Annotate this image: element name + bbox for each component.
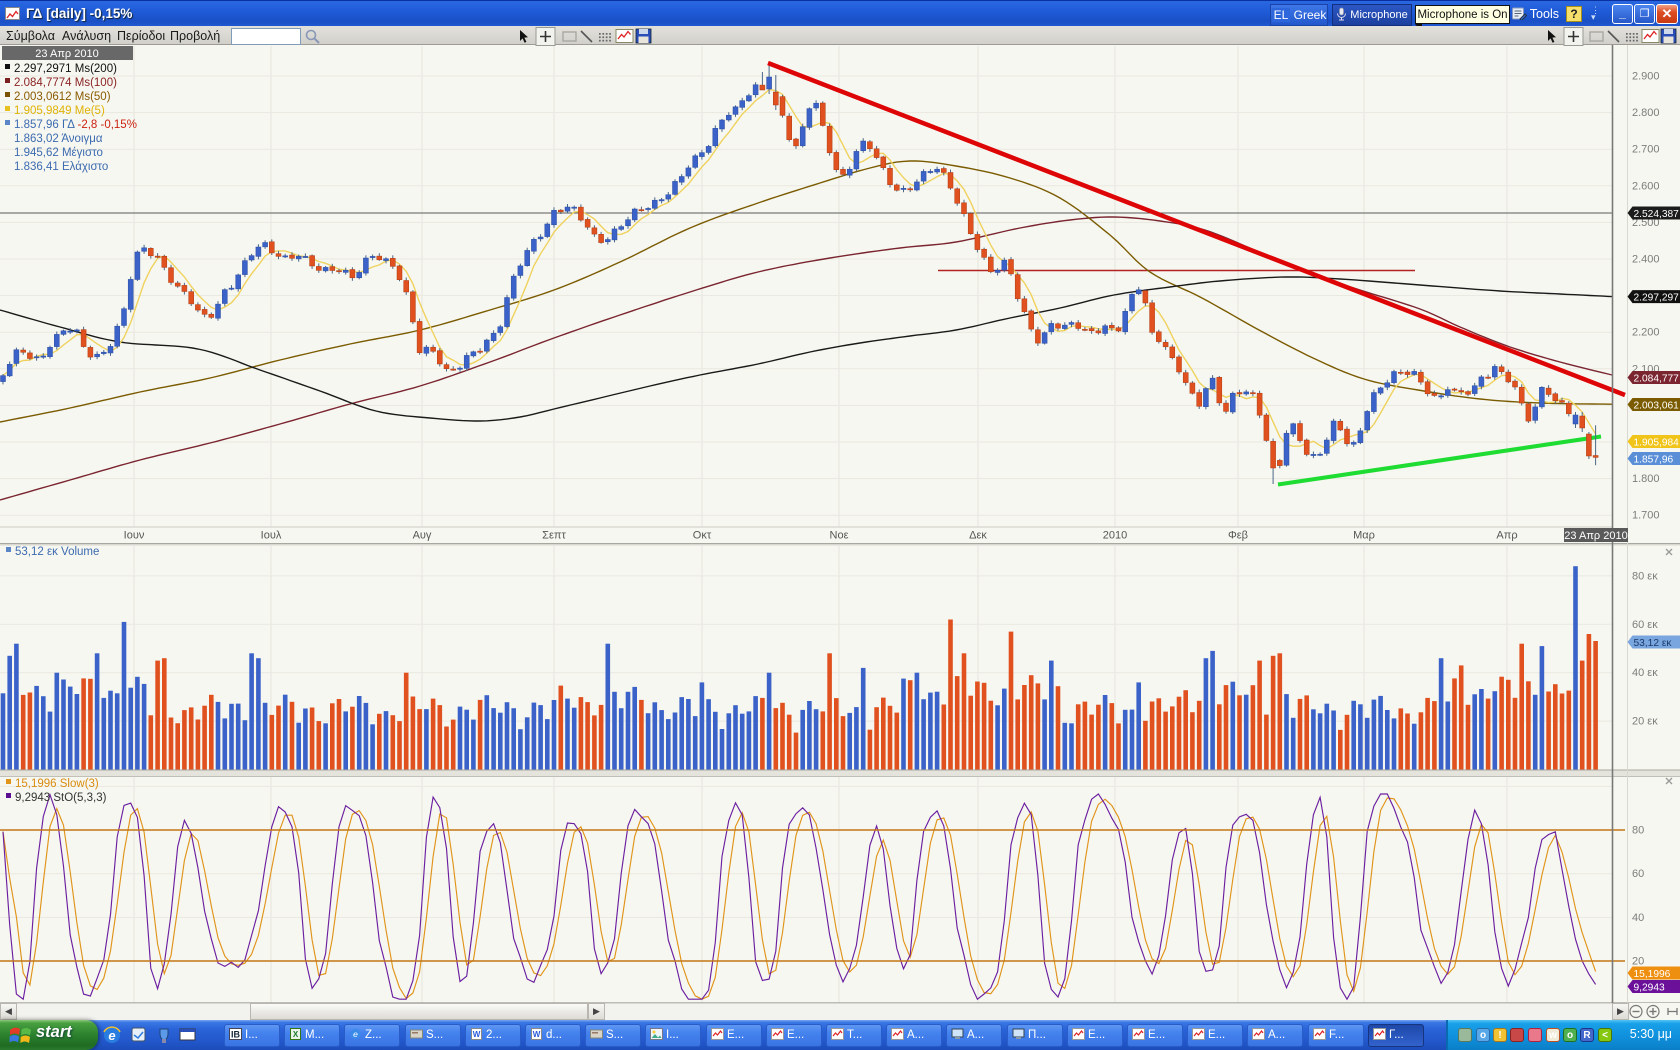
svg-text:e: e	[108, 1028, 115, 1043]
svg-text:1.905,984: 1.905,984	[1634, 437, 1680, 448]
svg-text:2.003,0612 Ms(50): 2.003,0612 Ms(50)	[14, 91, 111, 103]
svg-text:2010: 2010	[1103, 530, 1127, 542]
svg-text:Δεκ: Δεκ	[969, 530, 987, 542]
svg-text:80 εκ: 80 εκ	[1632, 570, 1658, 582]
svg-text:40: 40	[1632, 912, 1644, 924]
svg-text:2.084,7774 Ms(100): 2.084,7774 Ms(100)	[14, 77, 117, 89]
svg-text:2.297,297: 2.297,297	[1634, 292, 1680, 303]
svg-text:1.857,96 ΓΔ -2,8 -0,15%: 1.857,96 ΓΔ -2,8 -0,15%	[14, 119, 137, 131]
svg-text:Φεβ: Φεβ	[1228, 530, 1248, 542]
svg-text:2.084,777: 2.084,777	[1634, 373, 1680, 384]
svg-text:IB: IB	[231, 1030, 241, 1040]
svg-text:20: 20	[1632, 956, 1644, 968]
svg-text:9,2943: 9,2943	[1634, 982, 1665, 993]
svg-text:Αυγ: Αυγ	[413, 530, 432, 542]
svg-text:53,12 εκ Volume: 53,12 εκ Volume	[15, 546, 99, 558]
svg-text:Οκτ: Οκτ	[693, 530, 712, 542]
svg-text:23 Απρ 2010: 23 Απρ 2010	[1564, 530, 1627, 542]
svg-text:Μαρ: Μαρ	[1353, 530, 1375, 542]
svg-text:Σεπτ: Σεπτ	[542, 530, 566, 542]
svg-text:15,1996: 15,1996	[1634, 969, 1671, 980]
svg-text:Ιουλ: Ιουλ	[261, 530, 282, 542]
svg-text:53,12 εκ: 53,12 εκ	[1634, 638, 1673, 649]
svg-text:2.003,061: 2.003,061	[1634, 400, 1680, 411]
svg-text:Νοε: Νοε	[830, 530, 849, 542]
svg-text:60 εκ: 60 εκ	[1632, 619, 1658, 631]
svg-text:15,1996 Slow(3): 15,1996 Slow(3)	[15, 778, 99, 790]
svg-text:e: e	[353, 1029, 358, 1039]
svg-text:1.836,41 Ελάχιστο: 1.836,41 Ελάχιστο	[14, 161, 108, 173]
svg-text:2.500: 2.500	[1632, 217, 1660, 229]
svg-text:1.905,9849 Me(5): 1.905,9849 Me(5)	[14, 105, 105, 117]
svg-text:40 εκ: 40 εκ	[1632, 667, 1658, 679]
svg-text:1.857,96: 1.857,96	[1634, 454, 1674, 465]
svg-text:23 Απρ 2010: 23 Απρ 2010	[35, 48, 98, 60]
svg-text:X: X	[293, 1030, 299, 1039]
svg-text:Απρ: Απρ	[1496, 530, 1517, 542]
svg-text:2.900: 2.900	[1632, 71, 1660, 83]
svg-text:2.400: 2.400	[1632, 254, 1660, 266]
svg-text:2.200: 2.200	[1632, 327, 1660, 339]
svg-text:2.700: 2.700	[1632, 144, 1660, 156]
svg-text:1.700: 1.700	[1632, 510, 1660, 522]
svg-text:W: W	[473, 1030, 481, 1039]
svg-text:1.800: 1.800	[1632, 473, 1660, 485]
svg-text:20 εκ: 20 εκ	[1632, 716, 1658, 728]
svg-text:60: 60	[1632, 868, 1644, 880]
svg-text:2.800: 2.800	[1632, 107, 1660, 119]
svg-text:1.945,62 Μέγιστο: 1.945,62 Μέγιστο	[14, 147, 103, 159]
svg-text:2.297,2971 Ms(200): 2.297,2971 Ms(200)	[14, 63, 117, 75]
svg-text:1.863,02 Άνοιγμα: 1.863,02 Άνοιγμα	[14, 133, 103, 145]
svg-text:2.600: 2.600	[1632, 180, 1660, 192]
svg-text:9,2943 StO(5,3,3): 9,2943 StO(5,3,3)	[15, 792, 107, 804]
svg-text:W: W	[533, 1030, 541, 1039]
svg-text:Ιουν: Ιουν	[124, 530, 145, 542]
svg-text:2.524,387: 2.524,387	[1634, 209, 1680, 220]
svg-text:80: 80	[1632, 825, 1644, 837]
